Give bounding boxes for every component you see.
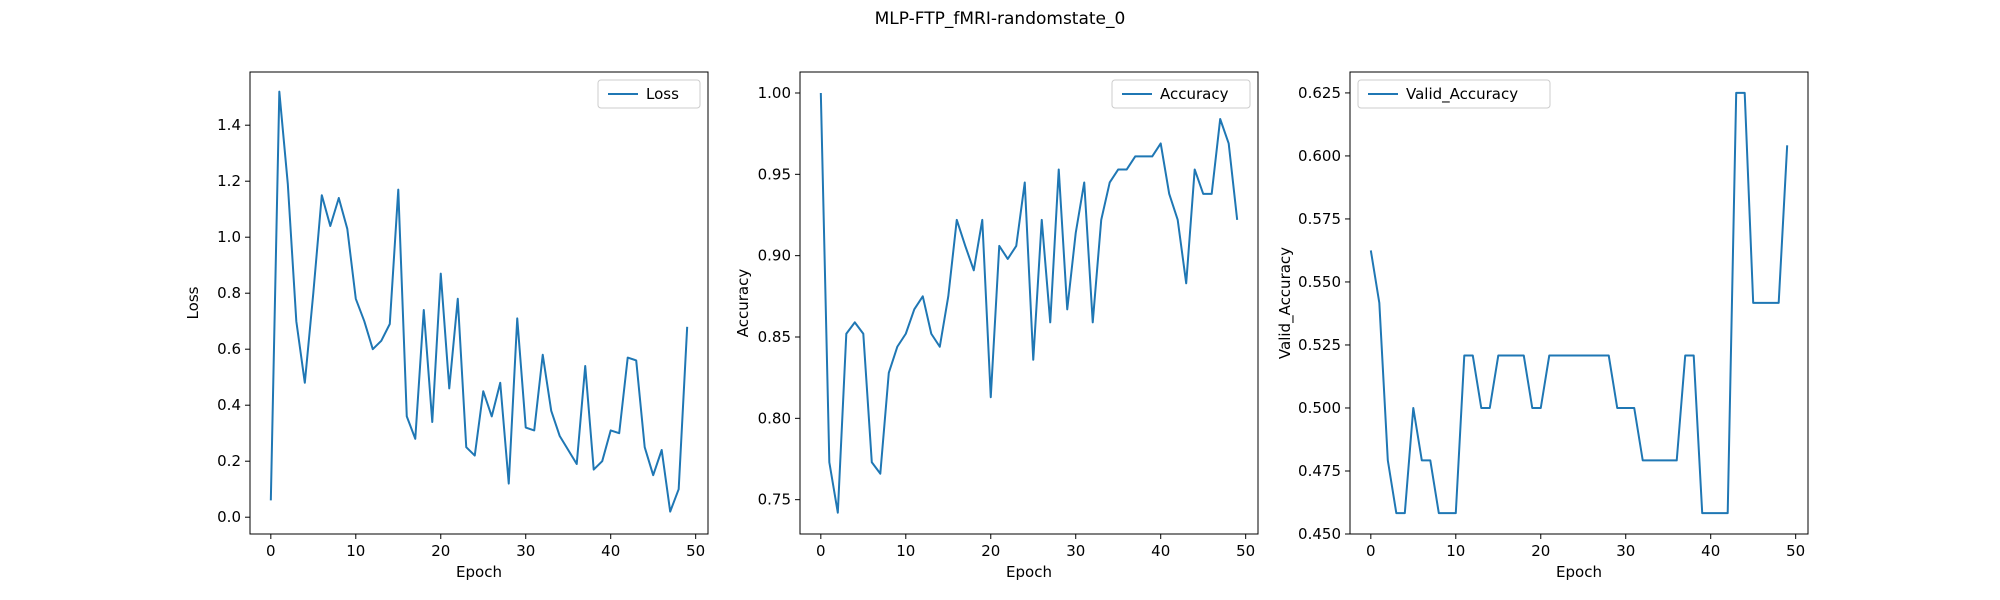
x-tick-label: 30 [516, 542, 535, 560]
subplot-3: 0 10 20 30 40 50 0.450 0.475 0.500 0.525 0.550 0.57… [1276, 71, 1809, 581]
y-tick-label: 0.575 [1298, 210, 1341, 228]
legend-label: Loss [646, 85, 679, 103]
y-tick-label: 0.4 [217, 396, 241, 414]
x-axis-label: Epoch [1006, 563, 1052, 581]
legend: Loss [597, 79, 701, 109]
y-tick-label: 0.6 [217, 340, 241, 358]
y-tick-label: 0.85 [758, 328, 791, 346]
x-axis-label: Epoch [456, 563, 502, 581]
x-tick-label: 20 [981, 542, 1000, 560]
x-tick-label: 50 [1786, 542, 1805, 560]
subplots: 0 10 20 30 40 50 0.0 0.2 0.4 0.6 0.8 1.0 1.2 1.4 Epoch… [184, 71, 1809, 581]
series-line [269, 90, 689, 513]
y-tick-label: 0.600 [1298, 147, 1341, 165]
y-tick-label: 0.450 [1298, 525, 1341, 543]
y-tick-label: 0.90 [758, 247, 791, 265]
y-axis-label: Accuracy [734, 269, 752, 338]
x-tick-label: 20 [1531, 542, 1550, 560]
legend-label: Valid_Accuracy [1406, 85, 1518, 104]
x-tick-label: 20 [431, 542, 450, 560]
y-tick-label: 1.2 [217, 172, 241, 190]
x-tick-label: 10 [1446, 542, 1465, 560]
x-axis-label: Epoch [1556, 563, 1602, 581]
y-tick-label: 0.95 [758, 165, 791, 183]
legend: Accuracy [1111, 79, 1251, 109]
y-tick-label: 0.8 [217, 284, 241, 302]
y-tick-label: 0.525 [1298, 336, 1341, 354]
x-tick-label: 50 [686, 542, 705, 560]
x-tick-label: 40 [1701, 542, 1720, 560]
legend-box [1111, 79, 1251, 109]
y-tick-label: 0.0 [217, 508, 241, 526]
y-tick-label: 0.550 [1298, 273, 1341, 291]
y-tick-label: 0.625 [1298, 84, 1341, 102]
x-tick-label: 40 [1151, 542, 1170, 560]
axes-frame [1349, 71, 1809, 535]
x-tick-label: 0 [1366, 542, 1376, 560]
subplot-1: 0 10 20 30 40 50 0.0 0.2 0.4 0.6 0.8 1.0 1.2 1.4 Epoch… [184, 71, 709, 581]
x-tick-label: 30 [1066, 542, 1085, 560]
y-tick-label: 0.500 [1298, 399, 1341, 417]
y-tick-label: 0.475 [1298, 462, 1341, 480]
y-tick-label: 1.00 [758, 84, 791, 102]
legend: Valid_Accuracy [1357, 79, 1551, 109]
x-tick-label: 10 [896, 542, 915, 560]
legend-box [1357, 79, 1551, 109]
y-tick-label: 1.4 [217, 116, 241, 134]
y-axis-label: Loss [184, 286, 202, 319]
series-line [1369, 91, 1789, 515]
x-tick-label: 10 [346, 542, 365, 560]
axes-frame [799, 71, 1259, 535]
x-tick-label: 30 [1616, 542, 1635, 560]
x-tick-label: 0 [266, 542, 276, 560]
series-line [819, 92, 1239, 514]
legend-label: Accuracy [1160, 85, 1229, 103]
y-tick-label: 0.80 [758, 409, 791, 427]
subplot-2: 0 10 20 30 40 50 0.75 0.80 0.85 0.90 0.95 1.00 Epoch… [734, 71, 1259, 581]
x-tick-label: 0 [816, 542, 826, 560]
y-tick-label: 1.0 [217, 228, 241, 246]
y-tick-label: 0.2 [217, 452, 241, 470]
x-tick-label: 40 [601, 542, 620, 560]
y-tick-label: 0.75 [758, 491, 791, 509]
legend-box [597, 79, 701, 109]
x-tick-label: 50 [1236, 542, 1255, 560]
axes-frame [249, 71, 709, 535]
y-axis-label: Valid_Accuracy [1276, 247, 1295, 359]
figure-title: MLP-FTP_fMRI-randomstate_0 [875, 9, 1126, 29]
